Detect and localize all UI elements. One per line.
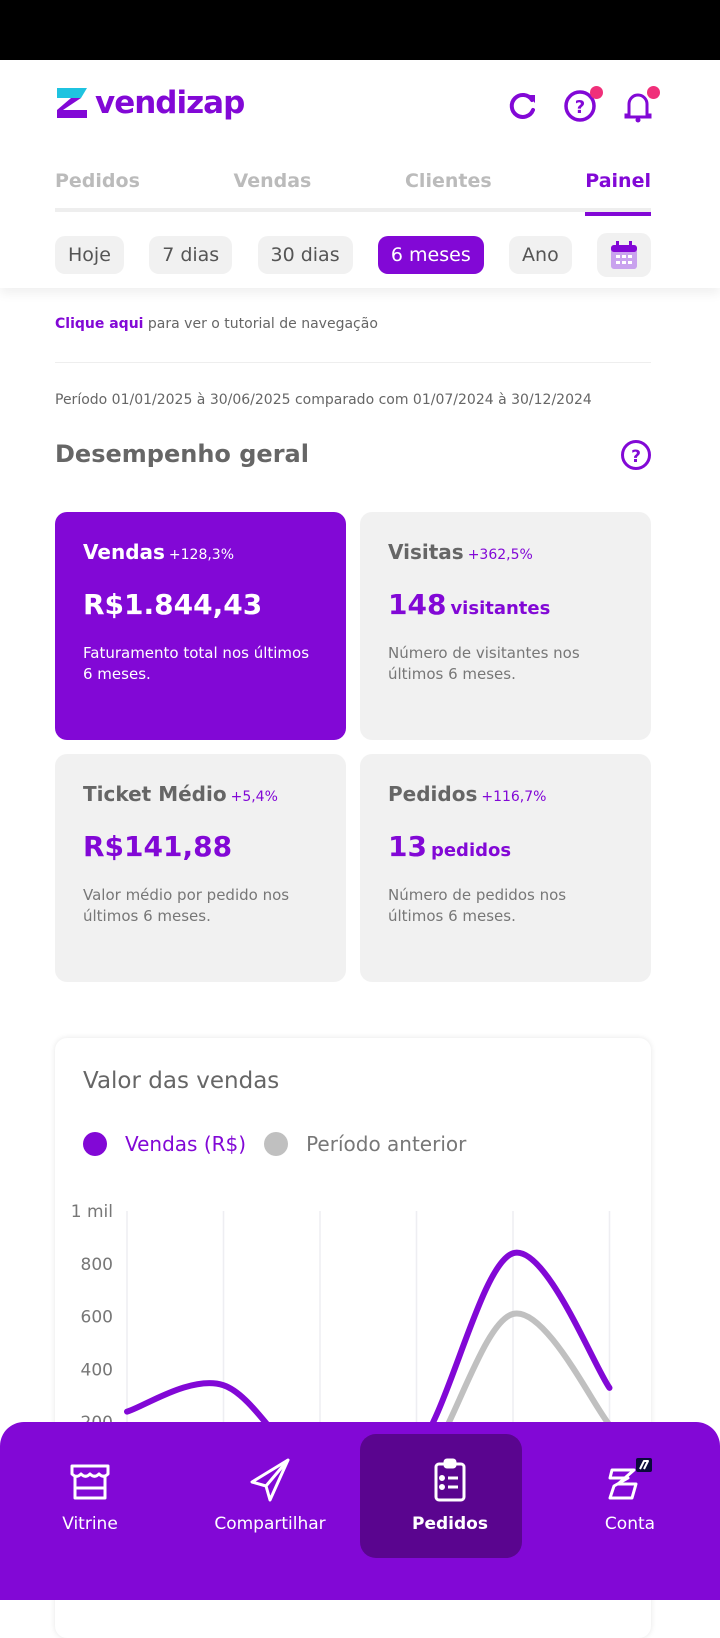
y-tick-label: 800: [81, 1255, 113, 1275]
filter-hoje[interactable]: Hoje: [55, 236, 124, 274]
filter-30-dias[interactable]: 30 dias: [257, 236, 353, 274]
store-icon: [70, 1464, 110, 1500]
legend-label-anterior[interactable]: Período anterior: [306, 1132, 467, 1156]
clipboard-list-icon: [434, 1458, 466, 1502]
tab-vendas[interactable]: Vendas: [233, 170, 312, 192]
nav-label: Compartilhar: [214, 1514, 326, 1534]
account-logo-icon: [608, 1458, 652, 1500]
tab-painel[interactable]: Painel: [585, 170, 651, 216]
card-title: Ticket Médio +5,4%: [83, 782, 278, 806]
card-ticket-medio[interactable]: Ticket Médio +5,4% R$141,88 Valor médio p…: [55, 754, 346, 982]
period-text: Período 01/01/2025 à 30/06/2025 comparad…: [55, 392, 592, 408]
card-vendas[interactable]: Vendas +128,3% R$1.844,43 Faturamento tot…: [55, 512, 346, 740]
nav-vitrine[interactable]: Vitrine: [0, 1422, 180, 1600]
card-value: 13 pedidos: [388, 830, 512, 863]
card-change: +116,7%: [481, 789, 547, 805]
filter-ano[interactable]: Ano: [509, 236, 572, 274]
card-desc: Faturamento total nos últimos 6 meses.: [83, 644, 310, 683]
card-desc: Número de pedidos nos últimos 6 meses.: [388, 886, 567, 925]
card-title: Vendas +128,3%: [83, 540, 235, 564]
calendar-icon: [611, 241, 637, 269]
y-tick-label: 1 mil: [71, 1202, 113, 1222]
tutorial-text: para ver o tutorial de navegação: [143, 316, 378, 332]
chart-title: Valor das vendas: [83, 1068, 280, 1094]
card-change: +362,5%: [467, 547, 533, 563]
card-visitas[interactable]: Visitas +362,5% 148 visitantes Número de v…: [360, 512, 651, 740]
card-value: 148 visitantes: [388, 588, 551, 621]
card-value: R$141,88: [83, 830, 233, 863]
logo-text: vendizap: [95, 85, 245, 121]
nav-label: Conta: [604, 1514, 656, 1534]
svg-text:?: ?: [631, 447, 641, 467]
legend-label-vendas[interactable]: Vendas (R$): [125, 1132, 247, 1156]
tab-clientes[interactable]: Clientes: [404, 170, 492, 192]
nav-label: Vitrine: [62, 1514, 118, 1534]
tutorial-hint: Clique aqui para ver o tutorial de naveg…: [55, 316, 378, 332]
calendar-button[interactable]: [597, 233, 651, 277]
nav-label: Pedidos: [412, 1514, 488, 1534]
nav-conta[interactable]: Conta: [540, 1422, 720, 1600]
card-value: R$1.844,43: [83, 588, 263, 621]
logo-icon: [57, 88, 87, 118]
legend-marker-anterior: [264, 1132, 289, 1156]
paper-plane-icon: [250, 1458, 290, 1502]
nav-pedidos[interactable]: Pedidos: [360, 1422, 540, 1600]
bottom-nav: Vitrine Compartilhar Pedidos Conta: [0, 1422, 720, 1600]
section-title: Desempenho geral: [55, 440, 309, 468]
chart-legend: Vendas (R$) Período anterior: [83, 1132, 466, 1156]
legend-marker-vendas: [83, 1132, 107, 1156]
help-icon[interactable]: ?: [620, 439, 652, 471]
status-bar: [0, 0, 720, 60]
notification-dot: [647, 86, 660, 99]
bell-icon[interactable]: [620, 86, 660, 124]
help-icon[interactable]: ?: [563, 86, 603, 124]
tab-pedidos[interactable]: Pedidos: [55, 170, 140, 192]
card-desc: Valor médio por pedido nos últimos 6 mes…: [83, 886, 290, 925]
y-tick-label: 400: [81, 1360, 113, 1380]
app-header: vendizap ? Pedidos Vendas Clientes Paine…: [0, 60, 720, 288]
period-filters: Hoje 7 dias 30 dias 6 meses Ano: [55, 233, 651, 277]
filter-6-meses[interactable]: 6 meses: [377, 236, 484, 274]
main-tabs: Pedidos Vendas Clientes Painel: [55, 170, 651, 216]
divider: [55, 362, 651, 363]
notification-dot: [590, 86, 603, 99]
y-tick-label: 600: [81, 1308, 113, 1328]
filter-7-dias[interactable]: 7 dias: [149, 236, 233, 274]
nav-compartilhar[interactable]: Compartilhar: [180, 1422, 360, 1600]
card-title: Pedidos +116,7%: [388, 782, 547, 806]
tutorial-link[interactable]: Clique aqui: [55, 316, 144, 332]
svg-text:?: ?: [575, 97, 585, 118]
card-title: Visitas +362,5%: [388, 540, 533, 564]
card-desc: Número de visitantes nos últimos 6 meses…: [388, 644, 580, 683]
card-change: +128,3%: [168, 547, 235, 563]
vendizap-logo: vendizap: [55, 85, 245, 121]
refresh-icon[interactable]: [505, 88, 541, 124]
card-pedidos[interactable]: Pedidos +116,7% 13 pedidos Número de pedid…: [360, 754, 651, 982]
card-change: +5,4%: [230, 789, 278, 805]
